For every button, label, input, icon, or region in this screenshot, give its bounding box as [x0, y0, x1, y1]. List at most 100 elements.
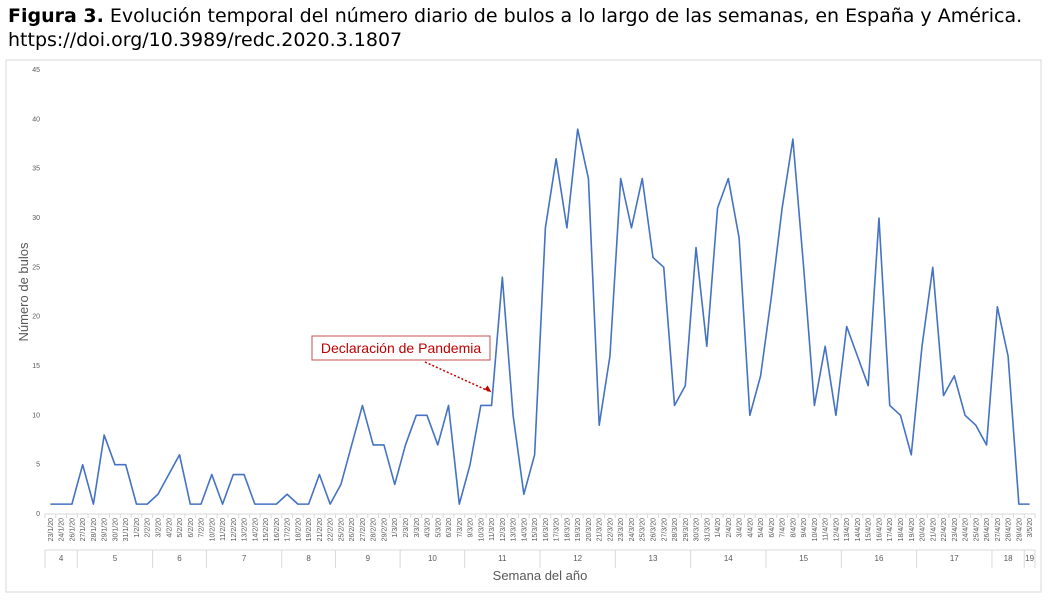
y-tick-label: 5	[36, 462, 40, 469]
x-tick-label: 3/5/20	[1027, 518, 1034, 538]
x-tick-label: 2/3/20	[403, 518, 410, 538]
x-tick-label: 18/3/20	[564, 518, 571, 541]
x-tick-label: 3/2/20	[155, 518, 162, 538]
x-tick-label: 4/3/20	[425, 518, 432, 538]
week-label: 4	[59, 554, 64, 563]
x-tick-label: 27/2/20	[360, 518, 367, 541]
x-tick-label: 2/4/20	[726, 518, 733, 538]
week-label: 18	[1004, 554, 1013, 563]
x-tick-label: 28/2/20	[371, 518, 378, 541]
x-tick-label: 27/4/20	[995, 518, 1002, 541]
x-tick-label: 10/3/20	[478, 518, 485, 541]
x-tick-label: 21/2/20	[317, 518, 324, 541]
y-tick-label: 45	[32, 67, 40, 74]
x-tick-label: 27/3/20	[661, 518, 668, 541]
week-label: 14	[724, 554, 733, 563]
x-tick-label: 16/3/20	[543, 518, 550, 541]
x-tick-label: 17/4/20	[887, 518, 894, 541]
x-tick-label: 11/3/20	[489, 518, 496, 541]
x-tick-label: 19/2/20	[306, 518, 313, 541]
x-tick-label: 14/3/20	[521, 518, 528, 541]
x-tick-label: 14/2/20	[252, 518, 259, 541]
x-tick-label: 22/4/20	[941, 518, 948, 541]
x-tick-label: 12/2/20	[231, 518, 238, 541]
y-tick-label: 20	[32, 314, 40, 321]
y-tick-label: 25	[32, 264, 40, 271]
y-tick-label: 40	[32, 116, 40, 123]
x-tick-label: 10/4/20	[812, 518, 819, 541]
x-tick-label: 10/2/20	[209, 518, 216, 541]
x-tick-label: 4/2/20	[166, 518, 173, 538]
x-tick-label: 26/1/20	[69, 518, 76, 541]
x-tick-label: 7/3/20	[457, 518, 464, 538]
x-tick-label: 22/3/20	[607, 518, 614, 541]
x-tick-label: 5/4/20	[758, 518, 765, 538]
x-tick-label: 13/3/20	[511, 518, 518, 541]
x-tick-label: 8/4/20	[790, 518, 797, 538]
x-tick-label: 27/1/20	[80, 518, 87, 541]
x-tick-label: 29/1/20	[102, 518, 109, 541]
x-tick-label: 30/1/20	[112, 518, 119, 541]
x-tick-label: 17/3/20	[554, 518, 561, 541]
x-tick-label: 7/2/20	[199, 518, 206, 538]
x-tick-label: 28/1/20	[91, 518, 98, 541]
annotation-box	[311, 335, 491, 361]
x-tick-label: 16/4/20	[876, 518, 883, 541]
week-label: 15	[799, 554, 808, 563]
y-tick-label: 0	[36, 511, 40, 518]
x-tick-label: 23/1/20	[48, 518, 55, 541]
x-tick-label: 13/2/20	[242, 518, 249, 541]
x-tick-label: 23/4/20	[952, 518, 959, 541]
x-tick-label: 29/4/20	[1016, 518, 1023, 541]
x-tick-label: 1/2/20	[134, 518, 141, 538]
x-tick-label: 2/2/20	[145, 518, 152, 538]
x-tick-label: 6/3/20	[446, 518, 453, 538]
x-tick-label: 24/4/20	[963, 518, 970, 541]
x-tick-label: 5/3/20	[435, 518, 442, 538]
x-tick-label: 18/2/20	[295, 518, 302, 541]
x-tick-label: 11/4/20	[823, 518, 830, 541]
week-label: 7	[242, 554, 247, 563]
arrow-head	[484, 385, 492, 393]
line-series	[50, 128, 1030, 505]
x-tick-label: 11/2/20	[220, 518, 227, 541]
x-tick-label: 12/4/20	[833, 518, 840, 541]
x-tick-label: 15/3/20	[532, 518, 539, 541]
y-axis-label: Número de bulos	[16, 242, 31, 341]
x-tick-label: 26/3/20	[650, 518, 657, 541]
x-tick-label: 9/4/20	[801, 518, 808, 538]
x-tick-label: 24/3/20	[629, 518, 636, 541]
y-tick-label: 35	[32, 166, 40, 173]
chart-title: Evolución temporal del número diario de …	[8, 5, 1023, 51]
x-tick-label: 31/3/20	[704, 518, 711, 541]
caption-label: Figura 3.	[8, 5, 104, 27]
x-tick-label: 1/4/20	[715, 518, 722, 538]
x-tick-label: 15/4/20	[866, 518, 873, 541]
week-label: 19	[1025, 554, 1034, 563]
x-tick-label: 5/2/20	[177, 518, 184, 538]
x-tick-label: 21/4/20	[930, 518, 937, 541]
x-tick-label: 24/1/20	[59, 518, 66, 541]
x-tick-label: 19/3/20	[575, 518, 582, 541]
x-tick-label: 15/2/20	[263, 518, 270, 541]
week-label: 12	[573, 554, 582, 563]
annotation: Declaración de Pandemia	[321, 340, 482, 356]
x-tick-label: 26/2/20	[349, 518, 356, 541]
x-tick-label: 20/3/20	[586, 518, 593, 541]
x-tick-label: 12/3/20	[500, 518, 507, 541]
x-tick-label: 25/3/20	[640, 518, 647, 541]
annotation-arrow	[424, 361, 490, 393]
x-tick-label: 30/3/20	[694, 518, 701, 541]
x-tick-label: 7/4/20	[780, 518, 787, 538]
week-label: 10	[428, 554, 437, 563]
week-label: 5	[113, 554, 118, 563]
x-tick-label: 3/4/20	[737, 518, 744, 538]
x-tick-label: 29/3/20	[683, 518, 690, 541]
week-label: 17	[950, 554, 959, 563]
x-tick-label: 26/4/20	[984, 518, 991, 541]
x-tick-label: 23/3/20	[618, 518, 625, 541]
x-tick-label: 22/2/20	[328, 518, 335, 541]
x-tick-label: 17/2/20	[285, 518, 292, 541]
